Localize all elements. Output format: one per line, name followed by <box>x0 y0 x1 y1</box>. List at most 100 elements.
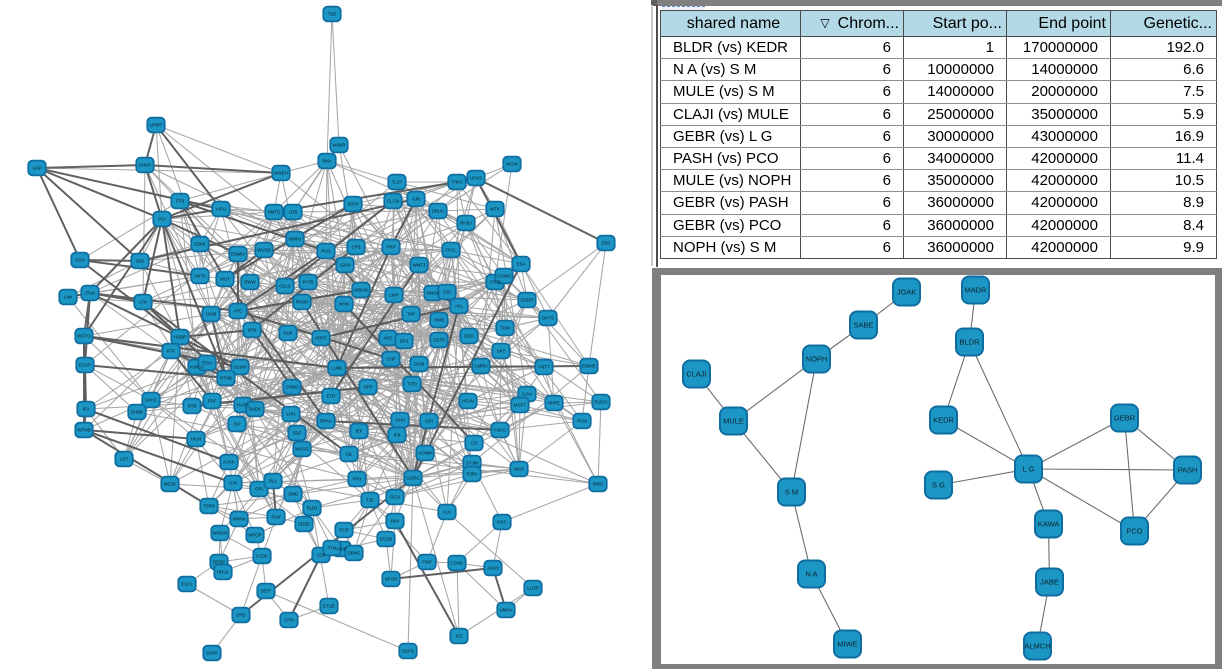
svg-text:MWEH: MWEH <box>274 171 288 176</box>
svg-text:AIPU: AIPU <box>216 207 226 212</box>
svg-text:OUWS: OUWS <box>497 274 511 279</box>
svg-text:DDSE: DDSE <box>298 522 310 527</box>
svg-text:HRLK: HRLK <box>217 570 229 575</box>
svg-text:JWID: JWID <box>288 492 299 497</box>
svg-text:OLWN: OLWN <box>234 365 247 370</box>
svg-text:DKTS: DKTS <box>542 316 554 321</box>
svg-text:THKA: THKA <box>451 180 463 185</box>
svg-text:CPB: CPB <box>351 245 360 250</box>
svg-text:KTF: KTF <box>167 349 176 354</box>
svg-text:HARS: HARS <box>237 403 249 408</box>
svg-text:SABE: SABE <box>853 321 873 330</box>
svg-text:CIJ: CIJ <box>471 441 478 446</box>
svg-text:HSJN: HSJN <box>462 399 473 404</box>
svg-text:AKL: AKL <box>455 304 464 309</box>
svg-text:NHN: NHN <box>339 302 349 307</box>
svg-text:FLW: FLW <box>272 515 282 520</box>
svg-text:RLL: RLL <box>269 479 278 484</box>
svg-text:JOAK: JOAK <box>896 288 916 297</box>
svg-text:JABE: JABE <box>1040 578 1059 587</box>
svg-text:TDM: TDM <box>500 326 510 331</box>
svg-text:OUM: OUM <box>414 362 425 367</box>
svg-text:RWO: RWO <box>593 482 604 487</box>
svg-text:WMTJ: WMTJ <box>413 263 426 268</box>
svg-text:IGKN: IGKN <box>340 263 351 268</box>
svg-text:PGI: PGI <box>158 217 166 222</box>
svg-text:MESK: MESK <box>164 482 177 487</box>
svg-text:RLBJ: RLBJ <box>307 506 318 511</box>
svg-text:DTD: DTD <box>236 613 245 618</box>
svg-text:EBKK: EBKK <box>194 242 206 247</box>
svg-text:GNJ: GNJ <box>136 259 145 264</box>
svg-text:KEDR: KEDR <box>933 416 954 425</box>
svg-text:LWP: LWP <box>389 293 398 298</box>
svg-text:RMA: RMA <box>322 159 332 164</box>
svg-text:TFEI: TFEI <box>407 382 417 387</box>
svg-text:SGFG: SGFG <box>402 649 415 654</box>
svg-text:SKHC: SKHC <box>145 398 157 403</box>
svg-text:TAP: TAP <box>407 312 415 317</box>
svg-text:EWME: EWME <box>582 364 596 369</box>
svg-text:LOT: LOT <box>120 457 129 462</box>
svg-text:AJN: AJN <box>412 197 420 202</box>
svg-text:S M: S M <box>784 488 797 497</box>
svg-text:FTM: FTM <box>327 546 336 551</box>
svg-text:EMMO: EMMO <box>231 252 245 257</box>
svg-text:GGRG: GGRG <box>406 476 420 481</box>
svg-text:ALMCH: ALMCH <box>1024 642 1050 651</box>
svg-text:WWW: WWW <box>233 517 246 522</box>
svg-text:KGC: KGC <box>497 520 507 525</box>
svg-text:PCM: PCM <box>577 419 587 424</box>
svg-text:DSD: DSD <box>464 334 473 339</box>
svg-text:OLLU: OLLU <box>279 284 290 289</box>
svg-text:WBUN: WBUN <box>354 288 367 293</box>
svg-text:OSCL: OSCL <box>181 582 194 587</box>
svg-text:LIW: LIW <box>64 295 73 300</box>
svg-text:WJNR: WJNR <box>333 143 346 148</box>
svg-text:HDBR: HDBR <box>174 335 186 340</box>
svg-text:HOFC: HOFC <box>315 336 327 341</box>
svg-text:DHBB: DHBB <box>131 410 143 415</box>
svg-text:JAOO: JAOO <box>487 566 500 571</box>
svg-text:ILE: ILE <box>456 634 463 639</box>
svg-text:SHGP: SHGP <box>139 163 152 168</box>
svg-text:CSNG: CSNG <box>451 561 464 566</box>
svg-text:WUSD: WUSD <box>257 248 270 253</box>
svg-text:BEBP: BEBP <box>213 560 225 565</box>
svg-text:LFK: LFK <box>139 300 147 305</box>
svg-text:GSRF: GSRF <box>206 651 219 656</box>
svg-text:ORI: ORI <box>255 487 263 492</box>
svg-text:CLCN: CLCN <box>387 199 399 204</box>
svg-text:KKK: KKK <box>391 519 400 524</box>
svg-text:IEA: IEA <box>82 407 89 412</box>
svg-text:FCDF: FCDF <box>256 554 268 559</box>
svg-text:CLAJI: CLAJI <box>686 370 706 379</box>
svg-text:WGTO: WGTO <box>77 334 91 339</box>
svg-text:DPJ: DPJ <box>400 339 408 344</box>
svg-text:PFR: PFR <box>353 477 362 482</box>
svg-text:BWW: BWW <box>244 280 256 285</box>
svg-text:EGAP: EGAP <box>79 363 91 368</box>
svg-text:DBUU: DBUU <box>432 209 444 214</box>
svg-text:FKCL: FKCL <box>445 248 457 253</box>
svg-text:MADR: MADR <box>964 286 987 295</box>
svg-text:GIL: GIL <box>345 452 353 457</box>
svg-text:RRP: RRP <box>386 245 395 250</box>
svg-text:ATE: ATE <box>234 309 242 314</box>
svg-text:OCU: OCU <box>390 495 400 500</box>
svg-text:IEF: IEF <box>356 429 363 434</box>
svg-text:NMTO: NMTO <box>268 210 281 215</box>
svg-text:ETR: ETR <box>327 394 336 399</box>
svg-text:KWCU: KWCU <box>190 365 203 370</box>
svg-text:SHBO: SHBO <box>286 385 299 390</box>
svg-text:ICN: ICN <box>229 481 237 486</box>
svg-text:MIWE: MIWE <box>837 640 857 649</box>
svg-text:ISP: ISP <box>233 422 240 427</box>
svg-text:RJPA: RJPA <box>467 472 478 477</box>
svg-text:OFOB: OFOB <box>385 577 398 582</box>
svg-text:FNCC: FNCC <box>494 428 506 433</box>
svg-text:MGFT: MGFT <box>514 403 527 408</box>
svg-text:NTNB: NTNB <box>220 376 232 381</box>
svg-text:GSI: GSI <box>443 290 451 295</box>
svg-text:CDU: CDU <box>75 258 85 263</box>
